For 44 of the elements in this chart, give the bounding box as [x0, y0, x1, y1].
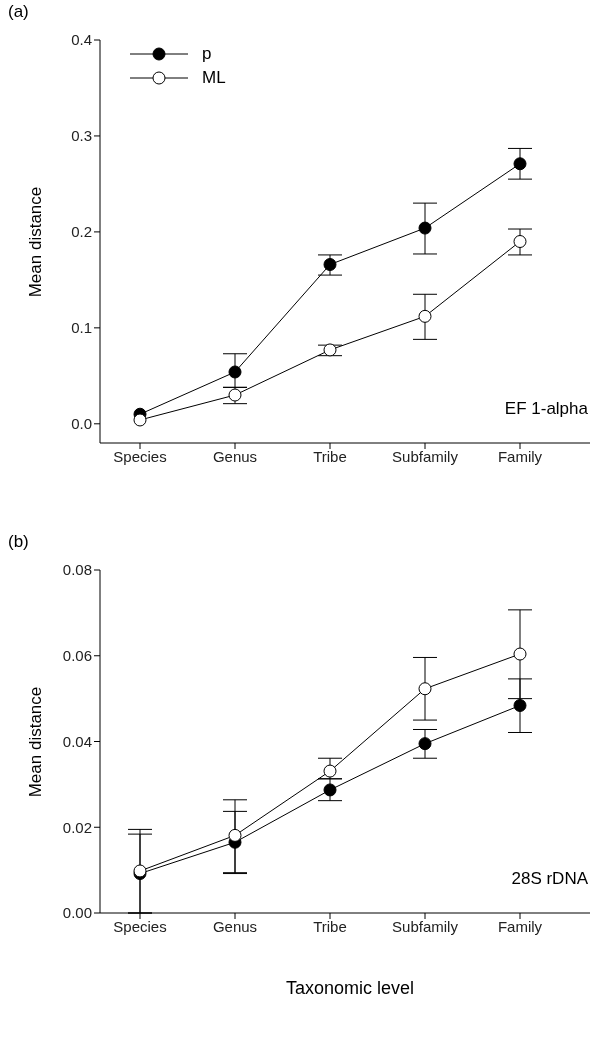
- x-tick-label: Family: [497, 447, 543, 465]
- annotation: 28S rDNA: [511, 869, 588, 889]
- x-tick-label: Tribe: [313, 447, 347, 465]
- legend-label: ML: [202, 68, 226, 88]
- point: [513, 698, 527, 712]
- x-tick-label: Species: [113, 447, 167, 465]
- chart-title: (b): [8, 532, 29, 552]
- x-axis-title: Taxonomic level: [284, 978, 416, 999]
- x-tick-label: Genus: [212, 447, 258, 465]
- x-tick-label: Subfamily: [392, 917, 459, 935]
- y-tick-label: 0.08: [62, 561, 92, 579]
- x-tick-label: Genus: [212, 917, 258, 935]
- point: [418, 309, 432, 323]
- legend-label: p: [202, 44, 212, 64]
- y-tick-label: 0.1: [71, 319, 92, 337]
- x-tick-label: Subfamily: [392, 447, 459, 465]
- y-axis-title: Mean distance: [26, 186, 46, 297]
- x-tick-label: Tribe: [313, 917, 347, 935]
- annotation: EF 1-alpha: [504, 399, 588, 419]
- x-tick-label: Family: [497, 917, 543, 935]
- y-tick-label: 0.02: [62, 818, 92, 836]
- point: [513, 157, 527, 171]
- point: [323, 258, 337, 272]
- point: [228, 365, 242, 379]
- x-tick-label: Species: [113, 917, 167, 935]
- point: [228, 828, 242, 842]
- point: [133, 413, 147, 427]
- y-axis-title: Mean distance: [26, 686, 46, 797]
- point: [323, 343, 337, 357]
- chart-title: (a): [8, 2, 29, 22]
- point: [513, 647, 527, 661]
- point: [418, 221, 432, 235]
- point: [418, 682, 432, 696]
- y-tick-label: 0.0: [71, 415, 92, 433]
- point: [513, 235, 527, 248]
- y-tick-label: 0.04: [62, 732, 92, 750]
- point: [323, 764, 337, 778]
- y-tick-label: 0.06: [62, 647, 92, 665]
- y-tick-label: 0.4: [71, 31, 92, 49]
- point: [418, 737, 432, 751]
- point: [323, 783, 337, 797]
- y-tick-label: 0.2: [71, 223, 92, 241]
- y-tick-label: 0.00: [62, 904, 92, 922]
- y-tick-label: 0.3: [71, 127, 92, 145]
